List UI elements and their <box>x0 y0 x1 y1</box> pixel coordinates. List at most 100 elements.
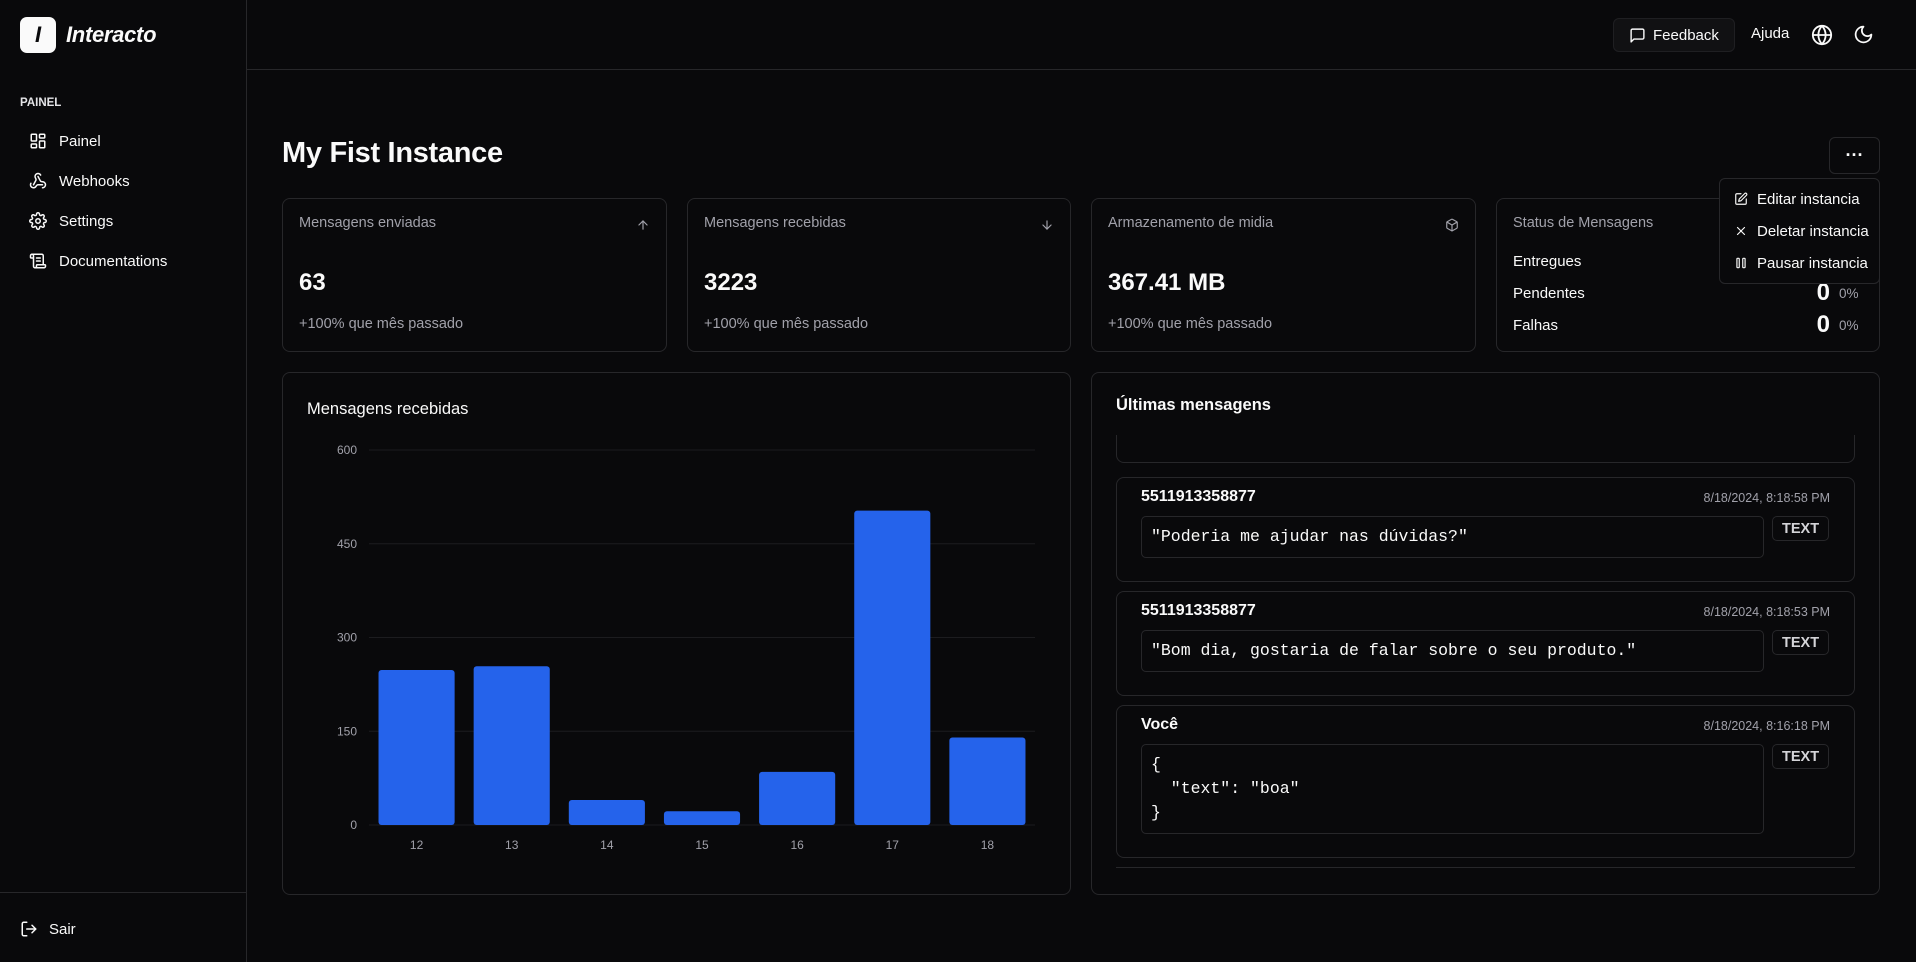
message-sender: 5511913358877 <box>1141 602 1256 619</box>
stat-card-sent: Mensagens enviadas 63 +100% que mês pass… <box>282 198 667 352</box>
x-tick-label: 14 <box>600 838 614 852</box>
moon-icon[interactable] <box>1853 24 1874 45</box>
menu-item-edit[interactable]: Editar instancia <box>1720 183 1879 215</box>
bar-15[interactable] <box>663 811 741 825</box>
sidebar-item-label: Settings <box>59 212 114 230</box>
status-row-label: Falhas <box>1513 316 1559 334</box>
message-type-badge: TEXT <box>1772 630 1830 655</box>
pause-icon <box>1736 257 1746 269</box>
stat-card-received: Mensagens recebidas 3223 +100% que mês p… <box>687 198 1071 352</box>
y-tick-label: 450 <box>337 537 357 551</box>
messages-title: Últimas mensagens <box>1116 396 1271 414</box>
stat-label: Mensagens recebidas <box>704 215 846 231</box>
arrow-down-icon <box>1042 220 1052 230</box>
menu-item-pause[interactable]: Pausar instancia <box>1720 247 1879 279</box>
y-tick-label: 0 <box>350 818 357 832</box>
chart-card: Mensagens recebidas 0 150 300 450 600 12 13 14 1… <box>282 372 1071 895</box>
message-time: 8/18/2024, 8:18:58 PM <box>1703 491 1830 505</box>
message-body: "Bom dia, gostaria de falar sobre o seu … <box>1141 630 1764 672</box>
messages-list[interactable]: 5511913358877 8/18/2024, 8:18:58 PM "Pod… <box>1116 435 1856 913</box>
feedback-button[interactable]: Feedback <box>1613 18 1735 52</box>
x-tick-label: 13 <box>505 838 519 852</box>
x-tick-label: 12 <box>410 838 424 852</box>
message-type-badge: TEXT <box>1772 516 1830 541</box>
status-row-label: Pendentes <box>1513 284 1585 302</box>
status-row-value: 0 <box>1816 279 1830 306</box>
stat-card-storage: Armazenamento de midia 367.41 MB +100% q… <box>1091 198 1476 352</box>
messages-card: Últimas mensagens 5511913358877 8/18/202… <box>1091 372 1880 895</box>
bar-16[interactable] <box>759 771 836 825</box>
webhook-icon <box>29 172 47 189</box>
more-icon: ··· <box>1845 145 1864 165</box>
logout-icon <box>21 921 37 937</box>
scroll-icon <box>29 253 47 269</box>
bar-14[interactable] <box>568 800 645 825</box>
message-sender: 5511913358877 <box>1141 488 1256 505</box>
status-row-pending: Pendentes 0 0% <box>1513 277 1863 309</box>
globe-icon[interactable] <box>1811 24 1833 46</box>
stat-subtext: +100% que mês passado <box>704 316 869 332</box>
gear-icon <box>29 212 47 230</box>
brand-logo[interactable]: I Interacto <box>20 17 157 53</box>
sidebar-item-painel[interactable]: Painel <box>20 121 230 161</box>
sidebar: I Interacto PAINEL Painel Webhooks Setti… <box>0 0 247 962</box>
message-sender: Você <box>1141 716 1179 733</box>
bar-18[interactable] <box>949 737 1026 826</box>
message-item[interactable]: 5511913358877 8/18/2024, 8:18:58 PM "Pod… <box>1116 477 1855 582</box>
status-row-failed: Falhas 0 0% <box>1513 309 1863 341</box>
stat-subtext: +100% que mês passado <box>1108 316 1273 332</box>
message-time: 8/18/2024, 8:18:53 PM <box>1703 605 1830 619</box>
x-tick-label: 18 <box>981 838 995 852</box>
y-tick-label: 600 <box>337 443 357 457</box>
bar-13[interactable] <box>473 666 550 825</box>
bar-chart: 0 150 300 450 600 12 13 14 15 16 17 18 <box>337 443 1035 852</box>
message-time: 8/18/2024, 8:16:18 PM <box>1703 719 1830 733</box>
close-icon <box>1736 226 1746 236</box>
list-divider <box>1116 867 1855 868</box>
y-tick-label: 300 <box>337 631 357 645</box>
edit-icon <box>1735 192 1748 205</box>
y-tick-label: 150 <box>337 724 357 738</box>
help-link[interactable]: Ajuda <box>1751 25 1790 42</box>
instance-options-menu: Editar instancia Deletar instancia Pausa… <box>1719 178 1880 284</box>
bar-17[interactable] <box>854 510 931 825</box>
page-title: My Fist Instance <box>282 137 503 169</box>
message-item[interactable]: 5511913358877 8/18/2024, 8:18:53 PM "Bom… <box>1116 591 1855 696</box>
sidebar-item-label: Painel <box>59 132 101 150</box>
message-body: "Poderia me ajudar nas dúvidas?" <box>1141 516 1764 558</box>
status-row-value: 0 <box>1816 311 1830 338</box>
sidebar-item-label: Documentations <box>59 252 168 270</box>
logout-button[interactable]: Sair <box>20 920 76 938</box>
sidebar-item-label: Webhooks <box>59 172 130 190</box>
status-row-percent: 0% <box>1839 317 1859 333</box>
more-options-button[interactable]: ··· <box>1829 137 1880 174</box>
stat-label: Mensagens enviadas <box>299 215 437 231</box>
menu-item-label: Deletar instancia <box>1757 222 1869 240</box>
arrow-up-icon <box>638 220 648 230</box>
logo-mark: I <box>20 17 56 53</box>
status-row-label: Entregues <box>1513 252 1582 270</box>
feedback-label: Feedback <box>1653 26 1719 44</box>
sidebar-item-settings[interactable]: Settings <box>20 201 230 241</box>
menu-item-label: Pausar instancia <box>1757 254 1868 272</box>
chart-title: Mensagens recebidas <box>307 400 469 418</box>
message-body: { "text": "boa" } <box>1141 744 1764 834</box>
menu-item-delete[interactable]: Deletar instancia <box>1720 215 1879 247</box>
status-row-percent: 0% <box>1839 285 1859 301</box>
stat-subtext: +100% que mês passado <box>299 316 464 332</box>
stat-label: Armazenamento de midia <box>1108 215 1274 231</box>
message-type-badge: TEXT <box>1772 744 1830 769</box>
message-item[interactable]: Você 8/18/2024, 8:16:18 PM { "text": "bo… <box>1116 705 1855 858</box>
brand-name: Interacto <box>66 22 157 47</box>
bar-12[interactable] <box>378 670 455 825</box>
message-square-icon <box>1630 27 1645 43</box>
sidebar-item-webhooks[interactable]: Webhooks <box>20 161 230 201</box>
stat-value: 63 <box>299 269 326 296</box>
status-label: Status de Mensagens <box>1513 215 1654 231</box>
sidebar-footer: Sair <box>0 892 246 962</box>
x-tick-label: 17 <box>886 838 900 852</box>
package-icon <box>1446 218 1458 232</box>
logout-label: Sair <box>49 920 76 938</box>
sidebar-item-documentations[interactable]: Documentations <box>20 241 230 281</box>
sidebar-nav: Painel Webhooks Settings Documentations <box>20 121 230 281</box>
